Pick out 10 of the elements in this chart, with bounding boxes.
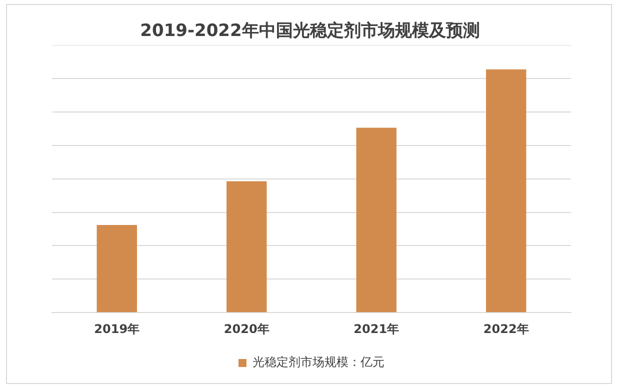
legend-label: 光稳定剂市场规模：亿元 [252,355,384,370]
bar [96,225,137,312]
x-tick-label: 2020年 [224,322,270,336]
x-tick-label: 2021年 [354,322,400,336]
bar [486,69,526,312]
bar [226,181,267,312]
x-tick-label: 2019年 [94,322,140,336]
x-tick-label: 2022年 [483,322,529,336]
chart-title: 2019-2022年中国光稳定剂市场规模及预测 [139,20,481,42]
bar [356,128,396,312]
